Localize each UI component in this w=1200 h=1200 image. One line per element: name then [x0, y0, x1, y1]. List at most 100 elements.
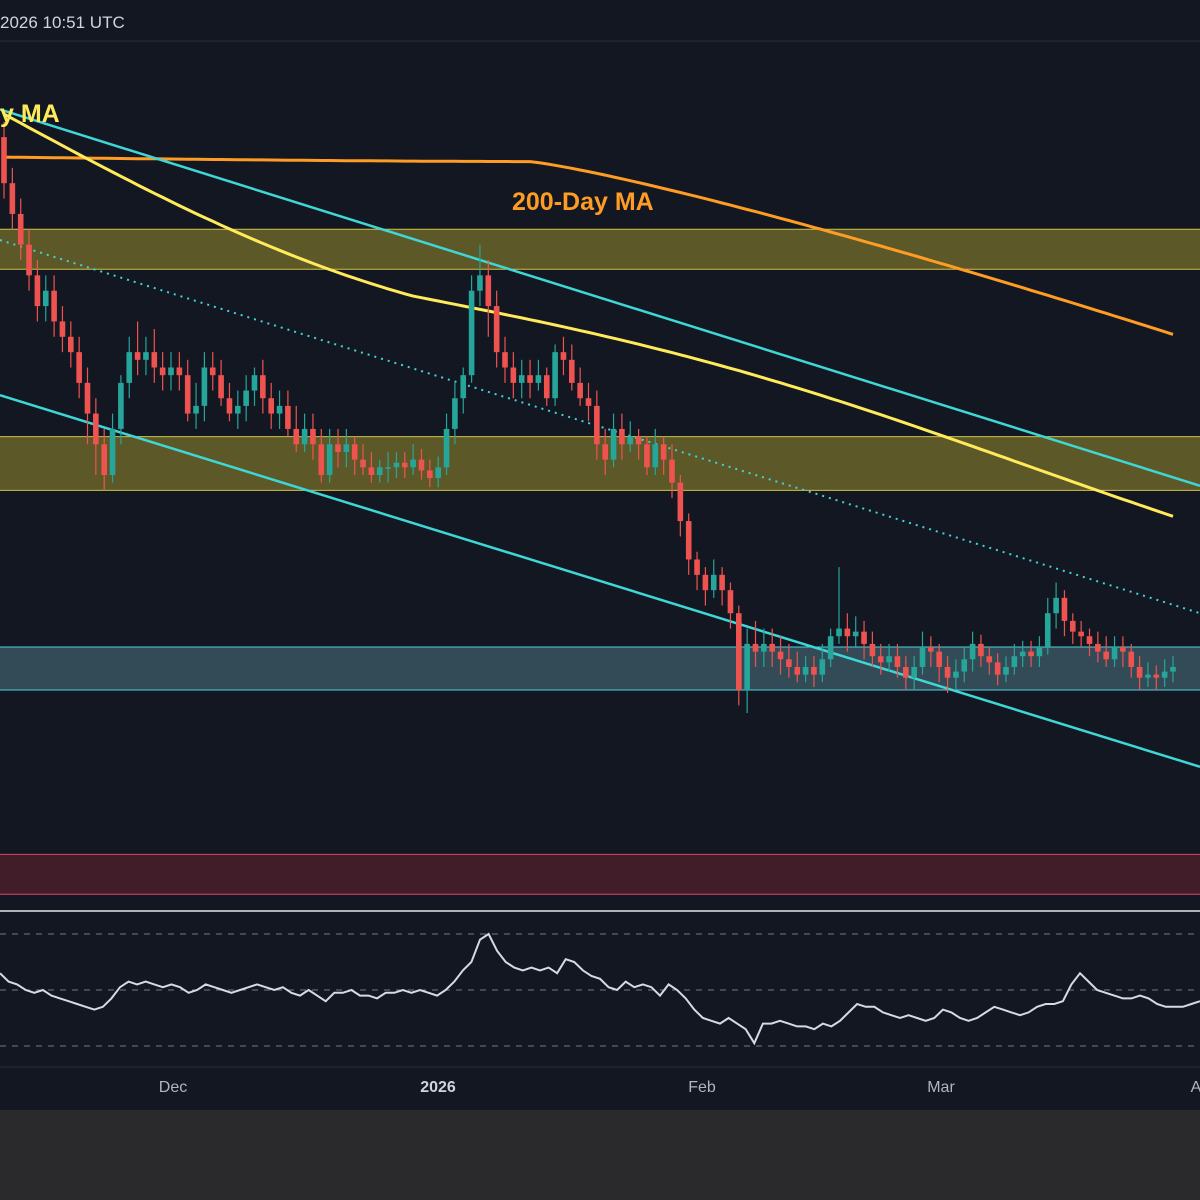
candle-body	[427, 470, 433, 479]
x-tick-dec: Dec	[158, 1079, 188, 1096]
candle-body	[26, 244, 32, 276]
candle-body	[293, 428, 300, 445]
candle-body	[1078, 631, 1084, 637]
candle-body	[34, 275, 41, 307]
candle-body	[594, 405, 600, 445]
candle-body	[51, 290, 57, 322]
candle-body	[285, 405, 291, 429]
candle-body	[786, 659, 792, 667]
candle-body	[385, 467, 391, 469]
candle-body	[17, 213, 24, 245]
ma200-line	[3, 155, 1174, 336]
candle-body	[326, 444, 333, 475]
x-tick-apr: A	[1190, 1079, 1200, 1096]
candle-body	[502, 352, 508, 368]
candle-body	[527, 375, 533, 383]
channel-mid	[0, 239, 1200, 615]
candle-body	[1003, 666, 1009, 675]
candle-body	[351, 444, 358, 460]
candles	[1, 121, 1176, 714]
candle-body	[109, 428, 116, 475]
candle-body	[118, 382, 124, 429]
candle-body	[402, 462, 408, 468]
candle-body	[969, 643, 976, 660]
candle-body	[460, 375, 467, 399]
candle-body	[677, 482, 684, 522]
candle-body	[644, 444, 650, 468]
candle-body	[468, 290, 475, 376]
zone-red-support	[0, 854, 1200, 895]
candle-body	[1128, 651, 1135, 667]
ma50-label: y MA	[0, 100, 60, 128]
candle-body	[744, 643, 750, 690]
candle-body	[93, 413, 99, 445]
candle-body	[393, 462, 400, 468]
rsi-line	[0, 932, 1200, 1046]
candle-body	[944, 666, 951, 678]
footer-bar	[0, 1110, 1200, 1200]
candle-body	[9, 183, 16, 214]
candle-body	[184, 375, 191, 414]
candle-body	[1095, 643, 1101, 652]
candle-body	[619, 428, 625, 445]
candle-body	[652, 444, 659, 468]
candle-body	[669, 459, 675, 483]
candle-body	[1153, 674, 1160, 678]
candle-body	[1028, 651, 1034, 657]
candle-body	[134, 352, 141, 360]
x-tick-2026: 2026	[420, 1079, 456, 1096]
candle-body	[577, 382, 583, 399]
candle-body	[243, 390, 249, 406]
candle-body	[777, 651, 784, 660]
candle-body	[928, 647, 934, 652]
candle-body	[635, 436, 642, 445]
candle-body	[761, 643, 767, 652]
candle-body	[1036, 647, 1043, 657]
zone-upper-resistance	[0, 229, 1200, 270]
candle-body	[226, 398, 233, 414]
candle-body	[1044, 613, 1051, 647]
candle-body	[752, 643, 759, 652]
candle-body	[694, 559, 700, 575]
candle-body	[143, 352, 149, 360]
candle-body	[485, 275, 492, 307]
x-tick-feb: Feb	[688, 1079, 716, 1096]
candle-body	[251, 375, 258, 391]
candle-body	[318, 444, 325, 475]
candle-body	[1070, 620, 1076, 632]
candle-body	[76, 352, 82, 383]
candle-body	[1103, 651, 1109, 660]
candle-body	[802, 666, 809, 675]
candle-body	[852, 631, 859, 637]
candle-body	[710, 574, 717, 591]
candle-body	[961, 659, 968, 672]
candle-body	[1136, 666, 1143, 678]
candle-body	[68, 336, 74, 353]
candle-body	[493, 306, 500, 353]
candle-body	[59, 321, 66, 337]
candle-body	[877, 656, 884, 663]
candle-body	[1145, 674, 1151, 678]
candle-body	[209, 367, 216, 376]
candle-body	[335, 444, 341, 452]
candle-body	[452, 398, 458, 429]
channel-lower	[0, 393, 1200, 768]
candle-body	[510, 367, 517, 383]
candle-body	[360, 459, 366, 468]
zone-mid-support	[0, 436, 1200, 491]
candle-body	[819, 659, 826, 675]
candle-body	[919, 647, 926, 667]
candle-body	[627, 436, 634, 445]
ma50-line	[3, 112, 1174, 518]
candle-body	[569, 359, 575, 383]
candle-body	[936, 651, 942, 667]
rsi-pane	[0, 932, 1200, 1047]
candle-body	[886, 656, 892, 663]
candle-body	[1, 137, 7, 184]
price-zones	[0, 228, 1200, 895]
candle-body	[535, 375, 542, 383]
candle-body	[702, 574, 709, 591]
candle-body	[543, 375, 550, 399]
price-chart	[0, 40, 1200, 1068]
candle-body	[151, 352, 158, 368]
